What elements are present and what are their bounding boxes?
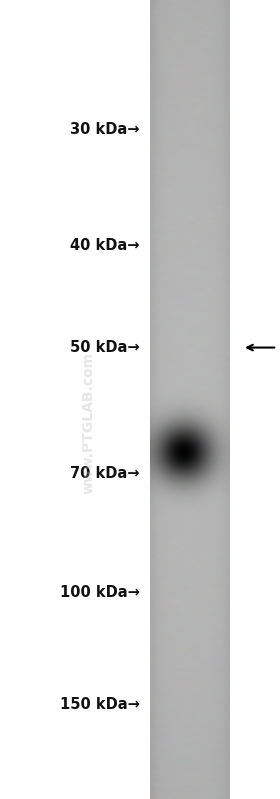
Text: 30 kDa→: 30 kDa→ [71,122,140,137]
Text: 150 kDa→: 150 kDa→ [60,698,140,712]
Text: 70 kDa→: 70 kDa→ [71,466,140,480]
Text: 100 kDa→: 100 kDa→ [60,586,140,600]
Text: 50 kDa→: 50 kDa→ [70,340,140,355]
Text: www.PTGLAB.com: www.PTGLAB.com [81,352,95,495]
Text: 40 kDa→: 40 kDa→ [71,238,140,252]
